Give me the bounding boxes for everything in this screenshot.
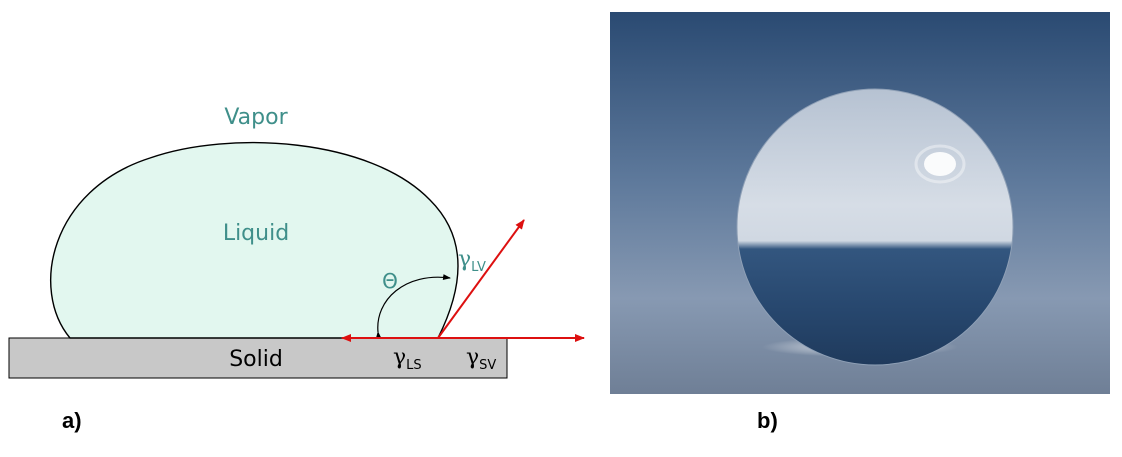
contact-angle-arc [375, 274, 451, 340]
liquid-label: Liquid [223, 221, 289, 246]
solid-label: Solid [229, 347, 283, 372]
gamma-sv-label: γSV [466, 345, 496, 373]
gamma-lv-arrow [437, 219, 525, 339]
vapor-label: Vapor [224, 105, 288, 130]
panel-a-label: a) [62, 408, 82, 433]
droplet-highlight [924, 152, 956, 176]
droplet-highlight-ring [914, 144, 966, 184]
panel-b-label: b) [757, 408, 778, 433]
solid-substrate [8, 337, 508, 379]
water-droplet [736, 88, 1014, 366]
theta-label: Θ [382, 269, 398, 293]
gamma-ls-label: γLS [393, 345, 422, 373]
contact-angle-diagram: Vapor Liquid Solid Θ γLV γLS γSV [8, 105, 585, 379]
liquid-droplet [50, 141, 459, 339]
gamma-lv-label: γLV [458, 247, 486, 275]
water-droplet-photo [610, 12, 1110, 394]
